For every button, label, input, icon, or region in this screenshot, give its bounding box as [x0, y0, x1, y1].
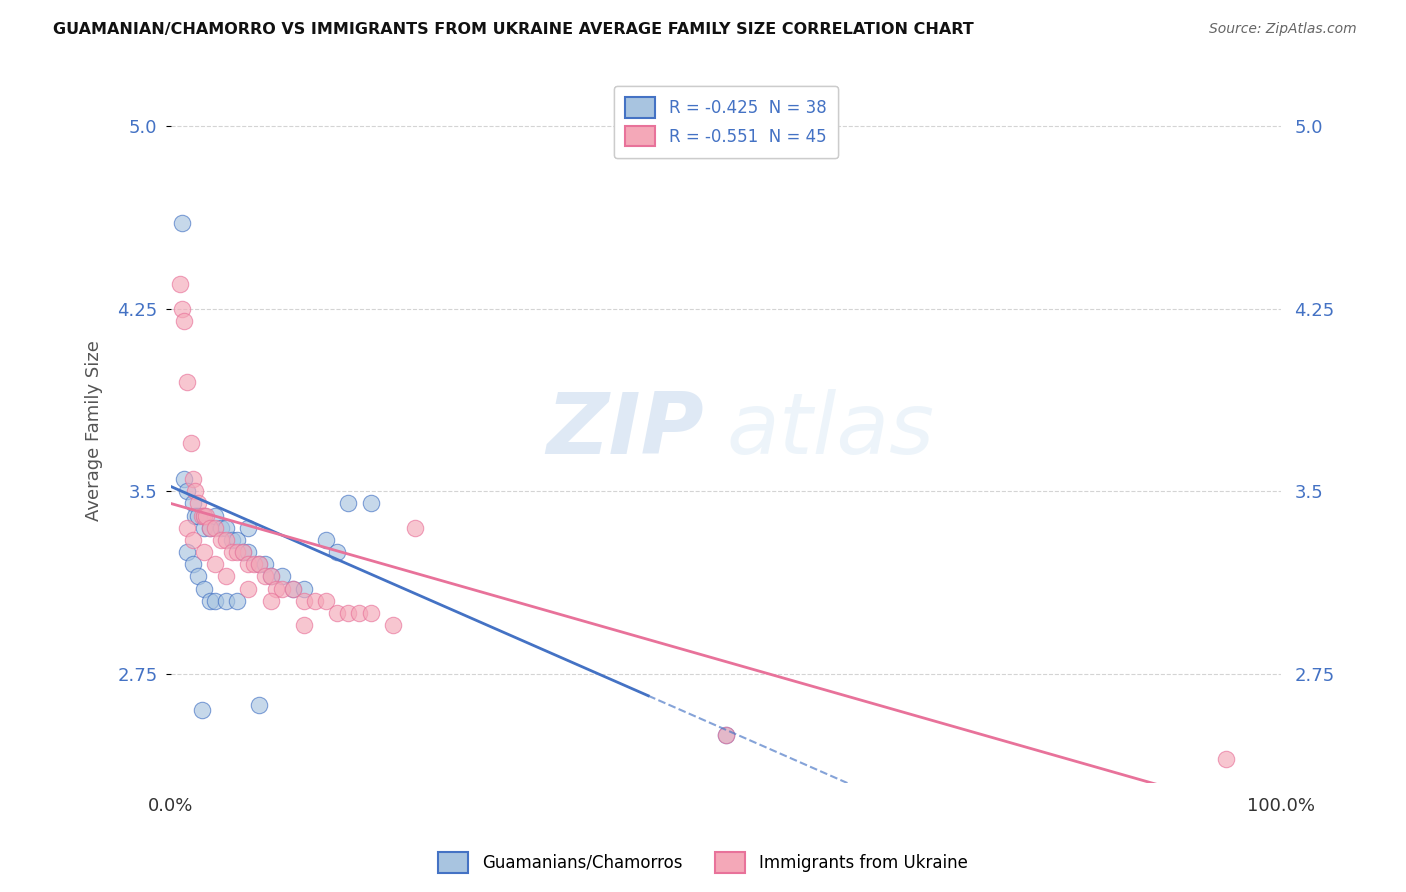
- Point: [193, 545, 215, 559]
- Point: [169, 277, 191, 292]
- Point: [193, 508, 215, 523]
- Point: [198, 594, 221, 608]
- Point: [270, 569, 292, 583]
- Point: [226, 533, 249, 547]
- Point: [238, 545, 260, 559]
- Point: [304, 594, 326, 608]
- Legend: Guamanians/Chamorros, Immigrants from Ukraine: Guamanians/Chamorros, Immigrants from Uk…: [432, 846, 974, 880]
- Point: [259, 594, 281, 608]
- Point: [326, 606, 349, 620]
- Text: ZIP: ZIP: [546, 389, 704, 472]
- Point: [360, 496, 382, 510]
- Y-axis label: Average Family Size: Average Family Size: [86, 340, 103, 521]
- Point: [181, 496, 204, 510]
- Point: [254, 569, 277, 583]
- Point: [238, 521, 260, 535]
- Point: [238, 582, 260, 596]
- Point: [215, 533, 238, 547]
- Point: [193, 582, 215, 596]
- Point: [176, 375, 198, 389]
- Point: [714, 728, 737, 742]
- Point: [209, 521, 232, 535]
- Point: [714, 728, 737, 742]
- Point: [176, 521, 198, 535]
- Point: [315, 533, 337, 547]
- Point: [187, 508, 209, 523]
- Point: [249, 698, 271, 713]
- Point: [204, 558, 226, 572]
- Point: [326, 545, 349, 559]
- Point: [190, 703, 212, 717]
- Point: [190, 508, 212, 523]
- Point: [204, 594, 226, 608]
- Point: [281, 582, 304, 596]
- Point: [243, 558, 266, 572]
- Point: [232, 545, 254, 559]
- Point: [360, 606, 382, 620]
- Point: [281, 582, 304, 596]
- Point: [404, 521, 426, 535]
- Point: [232, 545, 254, 559]
- Point: [221, 533, 243, 547]
- Point: [238, 558, 260, 572]
- Point: [204, 508, 226, 523]
- Point: [259, 569, 281, 583]
- Point: [193, 508, 215, 523]
- Point: [292, 582, 315, 596]
- Point: [292, 618, 315, 632]
- Point: [221, 545, 243, 559]
- Point: [170, 217, 193, 231]
- Point: [181, 533, 204, 547]
- Text: GUAMANIAN/CHAMORRO VS IMMIGRANTS FROM UKRAINE AVERAGE FAMILY SIZE CORRELATION CH: GUAMANIAN/CHAMORRO VS IMMIGRANTS FROM UK…: [53, 22, 974, 37]
- Point: [292, 594, 315, 608]
- Point: [315, 594, 337, 608]
- Legend: R = -0.425  N = 38, R = -0.551  N = 45: R = -0.425 N = 38, R = -0.551 N = 45: [614, 86, 838, 158]
- Point: [215, 569, 238, 583]
- Point: [180, 435, 202, 450]
- Point: [195, 508, 218, 523]
- Point: [176, 484, 198, 499]
- Point: [187, 496, 209, 510]
- Text: atlas: atlas: [725, 389, 934, 472]
- Point: [184, 484, 207, 499]
- Point: [215, 521, 238, 535]
- Point: [349, 606, 371, 620]
- Text: Source: ZipAtlas.com: Source: ZipAtlas.com: [1209, 22, 1357, 37]
- Point: [184, 508, 207, 523]
- Point: [187, 569, 209, 583]
- Point: [337, 496, 360, 510]
- Point: [1215, 752, 1237, 766]
- Point: [181, 558, 204, 572]
- Point: [226, 594, 249, 608]
- Point: [337, 606, 360, 620]
- Point: [249, 558, 271, 572]
- Point: [181, 472, 204, 486]
- Point: [215, 594, 238, 608]
- Point: [209, 533, 232, 547]
- Point: [198, 521, 221, 535]
- Point: [264, 582, 287, 596]
- Point: [176, 545, 198, 559]
- Point: [381, 618, 404, 632]
- Point: [173, 314, 195, 328]
- Point: [254, 558, 277, 572]
- Point: [198, 521, 221, 535]
- Point: [249, 558, 271, 572]
- Point: [193, 521, 215, 535]
- Point: [170, 301, 193, 316]
- Point: [259, 569, 281, 583]
- Point: [173, 472, 195, 486]
- Point: [204, 521, 226, 535]
- Point: [270, 582, 292, 596]
- Point: [226, 545, 249, 559]
